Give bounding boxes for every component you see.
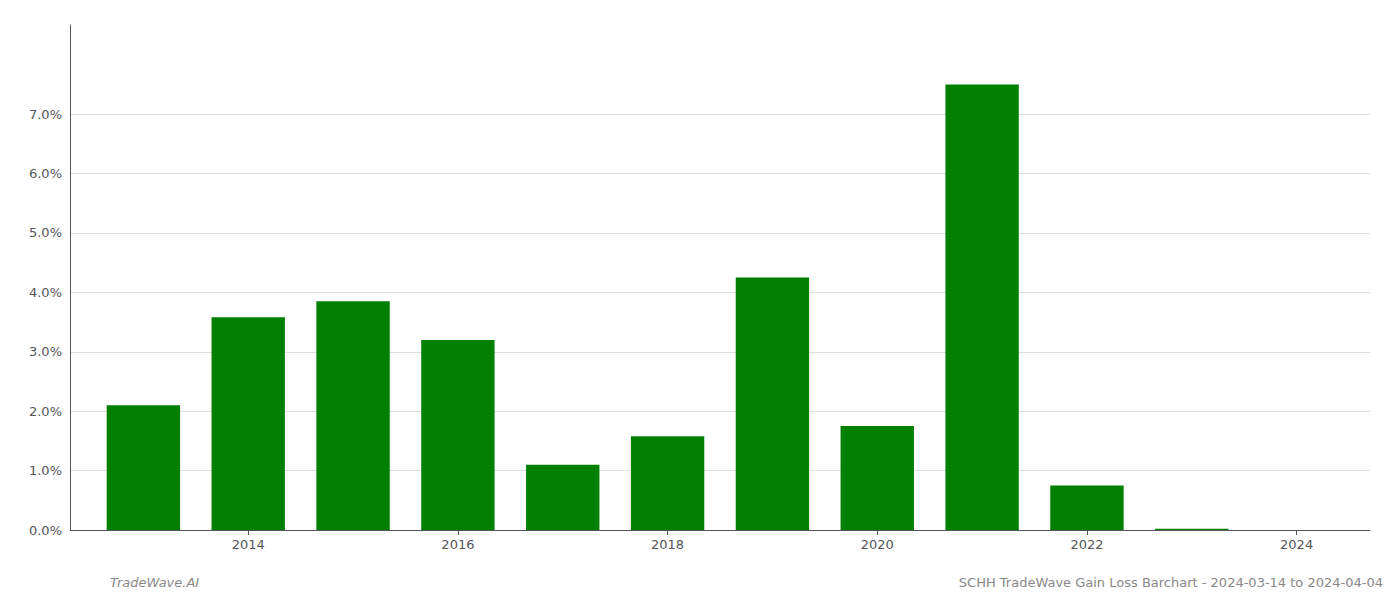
svg-text:SCHH TradeWave Gain Loss Barch: SCHH TradeWave Gain Loss Barchart - 2024… xyxy=(959,575,1383,590)
svg-text:7.0%: 7.0% xyxy=(29,107,62,122)
svg-text:6.0%: 6.0% xyxy=(29,166,62,181)
svg-text:2022: 2022 xyxy=(1070,537,1103,552)
svg-text:2.0%: 2.0% xyxy=(29,404,62,419)
svg-text:2016: 2016 xyxy=(441,537,474,552)
svg-text:2024: 2024 xyxy=(1280,537,1313,552)
svg-text:4.0%: 4.0% xyxy=(29,285,62,300)
svg-text:2014: 2014 xyxy=(232,537,265,552)
svg-text:2018: 2018 xyxy=(651,537,684,552)
svg-text:2020: 2020 xyxy=(861,537,894,552)
svg-text:TradeWave.AI: TradeWave.AI xyxy=(110,575,199,590)
svg-text:1.0%: 1.0% xyxy=(29,463,62,478)
svg-text:5.0%: 5.0% xyxy=(29,225,62,240)
svg-text:3.0%: 3.0% xyxy=(29,344,62,359)
svg-text:0.0%: 0.0% xyxy=(29,523,62,538)
